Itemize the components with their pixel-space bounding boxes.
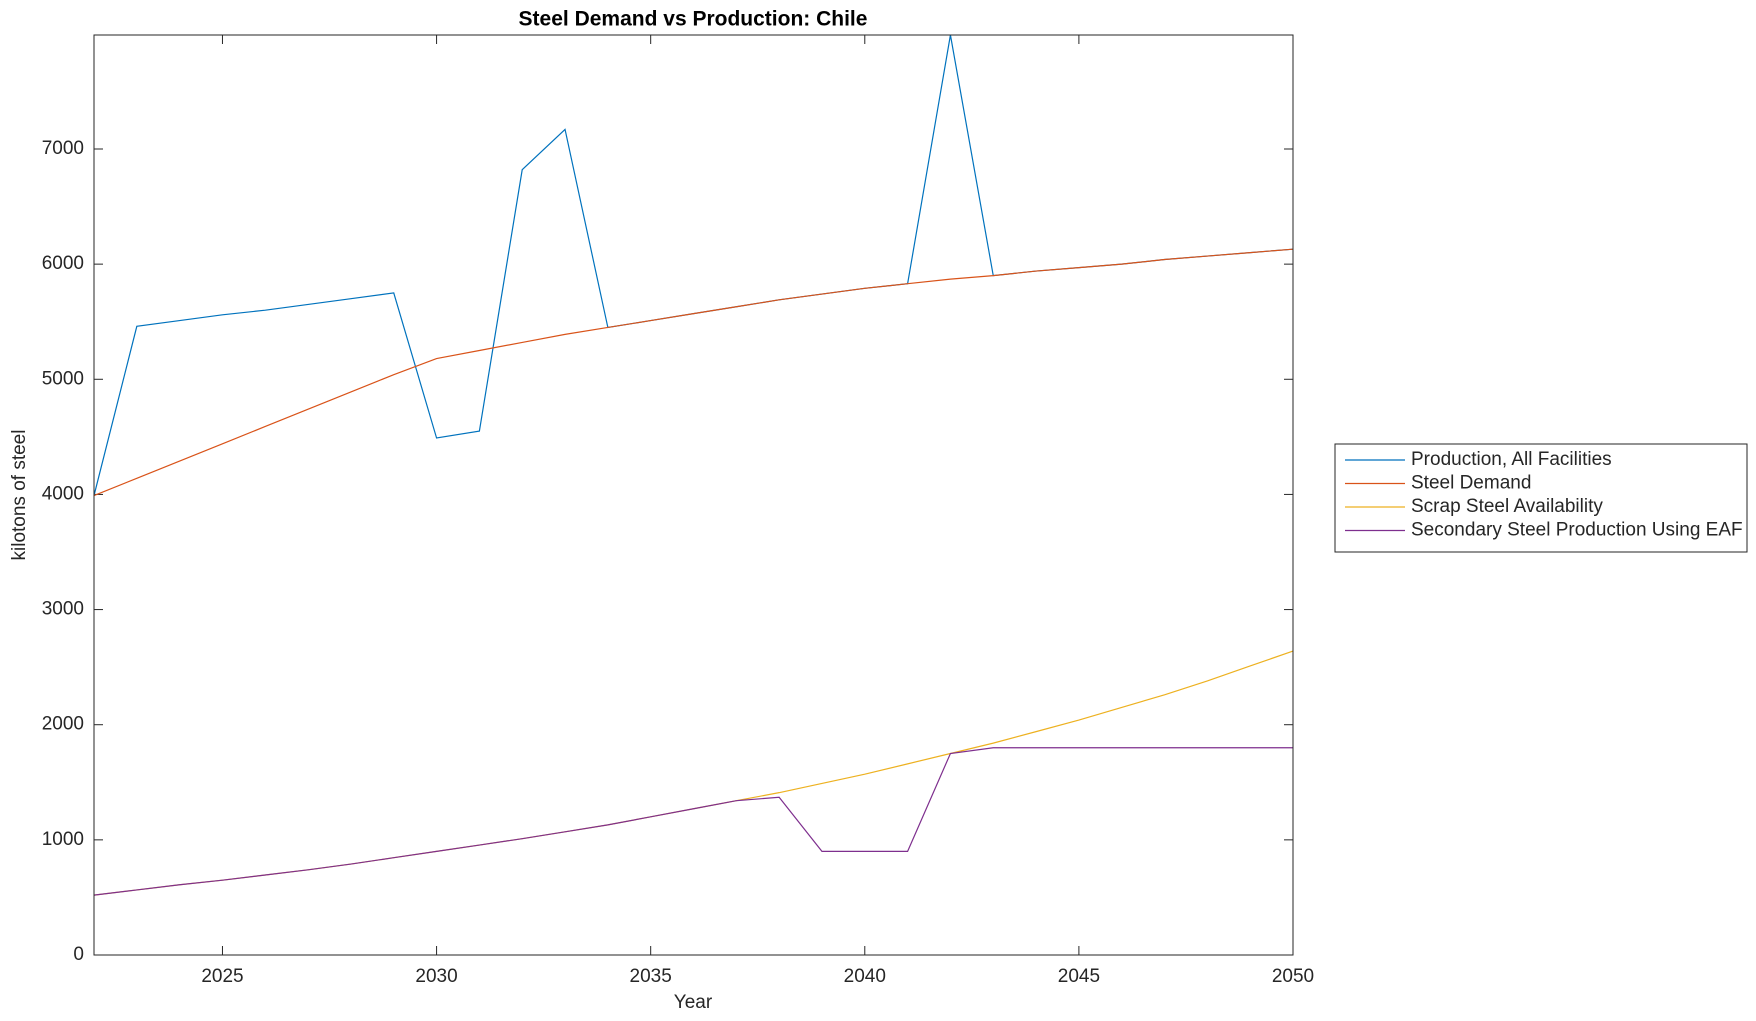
- y-tick-label: 1000: [42, 829, 84, 850]
- series-line: [93, 248, 1294, 497]
- y-tick-label: 4000: [42, 483, 84, 504]
- y-tick-label: 3000: [42, 599, 84, 620]
- legend-label: Scrap Steel Availability: [1411, 496, 1603, 517]
- chart-title: Steel Demand vs Production: Chile: [519, 8, 868, 31]
- x-tick-label: 2050: [1272, 966, 1314, 987]
- y-tick-label: 0: [73, 944, 84, 965]
- x-axis-label: Year: [674, 992, 713, 1013]
- y-tick-label: 5000: [42, 368, 84, 389]
- legend-box: [1334, 443, 1748, 553]
- legend-label: Production, All Facilities: [1411, 449, 1612, 470]
- series-line: [93, 747, 1293, 896]
- x-tick-label: 2040: [844, 966, 886, 987]
- x-tick-label: 2025: [201, 966, 243, 987]
- x-tick-label: 2030: [415, 966, 457, 987]
- y-tick-label: 7000: [42, 138, 84, 159]
- x-tick-label: 2045: [1058, 966, 1100, 987]
- y-axis-label: kilotons of steel: [9, 430, 30, 561]
- axes-box: [93, 34, 1294, 956]
- y-tick-label: 6000: [42, 253, 84, 274]
- legend-label: Steel Demand: [1411, 473, 1531, 494]
- legend-label: Secondary Steel Production Using EAF: [1411, 520, 1743, 541]
- y-tick-label: 2000: [42, 714, 84, 735]
- x-tick-label: 2035: [630, 966, 672, 987]
